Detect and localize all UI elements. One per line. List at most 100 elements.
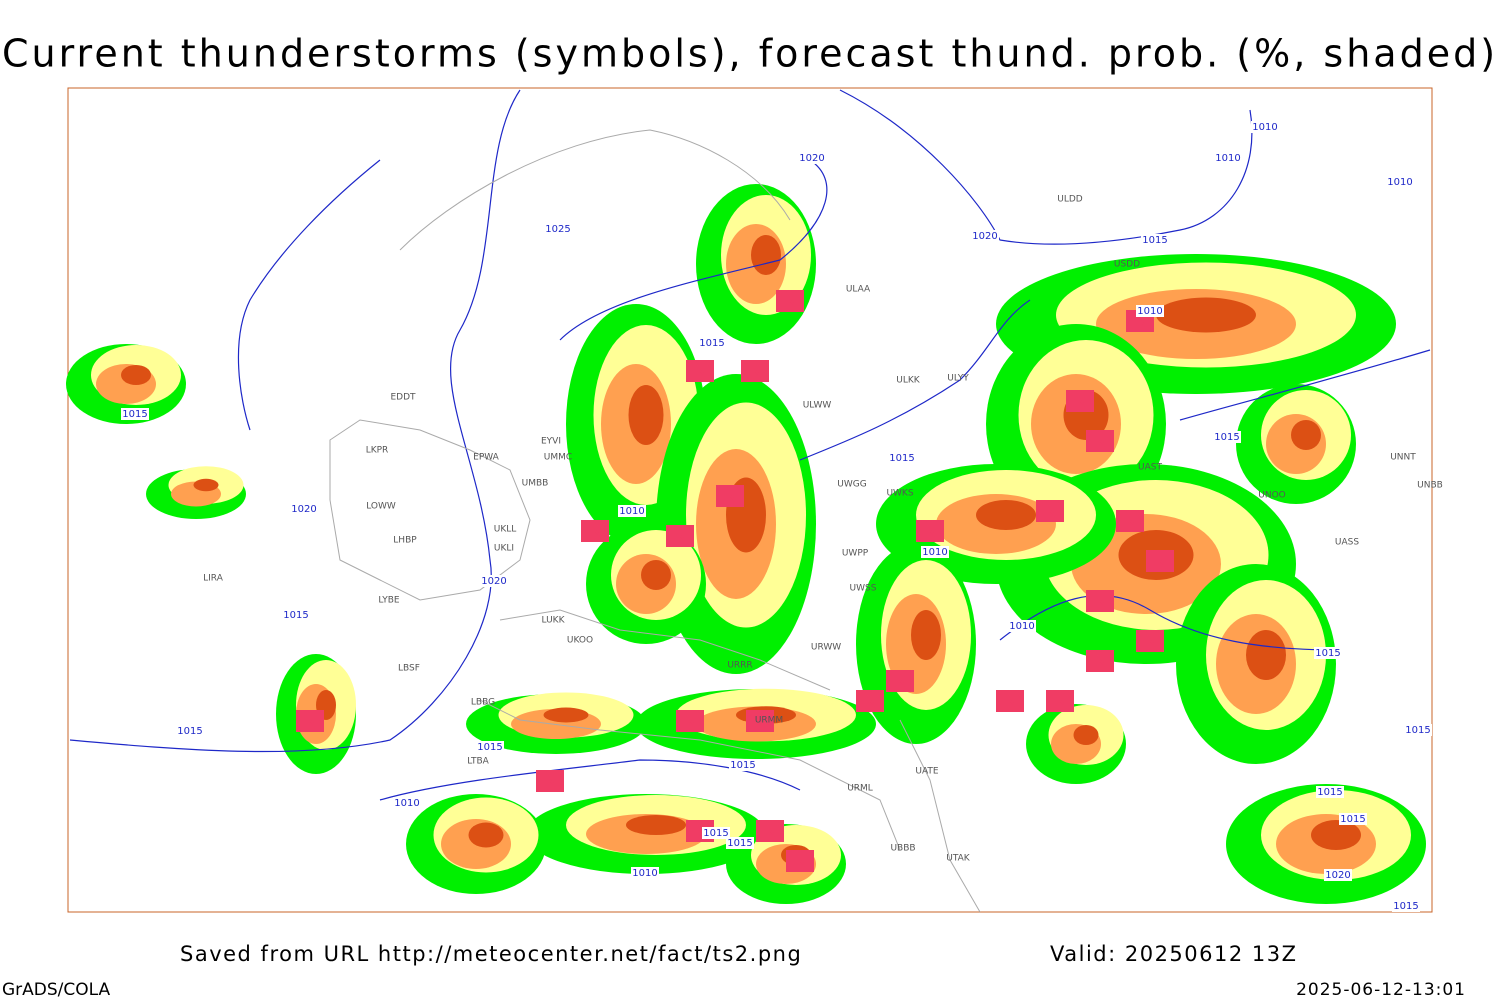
station-label: UMMC [544, 453, 572, 463]
isobar-label: 1015 [122, 409, 147, 420]
isobar-label: 1010 [619, 506, 644, 517]
isobar-label-bg [729, 759, 757, 771]
isobar-label: 1020 [799, 153, 824, 164]
isobar-label-bg [476, 741, 504, 753]
isobar-label: 1015 [283, 610, 308, 621]
isobar-label: 1015 [1315, 648, 1340, 659]
isobar-label: 1025 [545, 224, 570, 235]
storm-symbol [1125, 513, 1136, 527]
isobar-label: 1020 [1325, 870, 1350, 881]
station-label: ULAA [846, 285, 871, 295]
isobar-label-bg [393, 797, 421, 809]
storm-symbol [895, 673, 906, 687]
software: GrADS/COLA [2, 980, 111, 1000]
shading-area [628, 385, 664, 445]
border-line [499, 609, 831, 691]
isobar-label-bg [282, 609, 310, 621]
storm-symbol [545, 773, 556, 787]
station-label: UATE [915, 767, 939, 777]
storm-symbol [1095, 433, 1106, 447]
isobar-line [1179, 349, 1431, 421]
station-label: UWPP [842, 549, 869, 559]
isobar-label-bg [971, 230, 999, 242]
station-label: UASS [1335, 538, 1359, 548]
border-line [329, 419, 531, 601]
isobar-label-bg [631, 867, 659, 879]
storm-symbol [685, 713, 696, 727]
station-label: UKLI [494, 544, 514, 554]
station-label: USDD [1114, 260, 1140, 270]
station-label: UWGG [837, 480, 866, 490]
station-label: LTBA [467, 757, 489, 767]
station-label: LOWW [366, 502, 396, 512]
isobar-label-bg [1008, 620, 1036, 632]
isobar-line [559, 159, 828, 341]
station-label: ULDD [1057, 195, 1083, 205]
storm-symbol [1145, 633, 1156, 647]
isobar-line [237, 159, 381, 431]
station-label: ULKK [896, 376, 921, 386]
isobar-line [69, 89, 521, 753]
isobar-label-bg [702, 827, 730, 839]
station-label: LKPR [366, 446, 389, 456]
station-label: URWW [811, 643, 841, 653]
station-label: UMBB [522, 479, 549, 489]
isobar-label-bg [1141, 234, 1169, 246]
isobar-label-bg [1213, 431, 1241, 443]
shading-area [641, 560, 671, 590]
isobar-label: 1015 [889, 453, 914, 464]
isobar-label: 1015 [1405, 725, 1430, 736]
storm-symbol [675, 528, 686, 542]
title: Current thunderstorms (symbols), forecas… [2, 32, 1498, 76]
isobar-label-bg [1339, 813, 1367, 825]
coast-line [479, 699, 901, 851]
source-url: Saved from URL http://meteocenter.net/fa… [180, 942, 802, 966]
isobar-label-bg [1136, 305, 1164, 317]
shading-area [626, 815, 686, 835]
isobar-label-bg [480, 575, 508, 587]
isobar-label: 1015 [477, 742, 502, 753]
shading-area [121, 365, 151, 385]
storm-symbol [1155, 553, 1166, 567]
station-label: LIRA [203, 574, 224, 584]
isobar-label-bg [1404, 724, 1432, 736]
isobar-label: 1010 [394, 798, 419, 809]
isobar-label-bg [921, 546, 949, 558]
isobar-label: 1010 [1252, 122, 1277, 133]
coast-line [899, 719, 981, 913]
shading-area [976, 500, 1036, 530]
isobar-label: 1020 [481, 576, 506, 587]
map-labels: ULAA ULKK ULWW UWGG UWKS UWPP UWSS URWW URRR URMM… [121, 121, 1443, 912]
storm-symbol [1045, 503, 1056, 517]
station-label: LYBE [378, 596, 399, 606]
isobar-label: 1015 [727, 838, 752, 849]
isobar-label: 1015 [1214, 432, 1239, 443]
isobar-label-bg [1316, 786, 1344, 798]
station-label: LBSF [398, 664, 420, 674]
storm-symbol [925, 523, 936, 537]
timestamp: 2025-06-12-13:01 [1296, 980, 1466, 1000]
shading-area [1073, 725, 1099, 745]
storm-symbol [725, 488, 736, 502]
isobar-label-bg [1314, 647, 1342, 659]
station-label: UNOO [1258, 491, 1286, 501]
shading-area [1246, 630, 1286, 680]
isobars [69, 89, 1431, 801]
station-label: URRR [727, 661, 752, 671]
isobar-label: 1015 [1340, 814, 1365, 825]
storm-symbol [755, 713, 766, 727]
storm-symbol [765, 823, 776, 837]
shading-area [543, 707, 589, 723]
station-label: UWKS [886, 489, 913, 499]
isobar-line [999, 595, 1341, 651]
isobar-label: 1010 [1387, 177, 1412, 188]
isobar-label-bg [1324, 869, 1352, 881]
isobar-label-bg [698, 337, 726, 349]
isobar-label-bg [1251, 121, 1279, 133]
storm-symbol [590, 523, 601, 537]
station-label: URML [847, 784, 873, 794]
isobar-label: 1015 [730, 760, 755, 771]
station-label: EYVI [541, 437, 561, 447]
storm-symbol [1095, 653, 1106, 667]
